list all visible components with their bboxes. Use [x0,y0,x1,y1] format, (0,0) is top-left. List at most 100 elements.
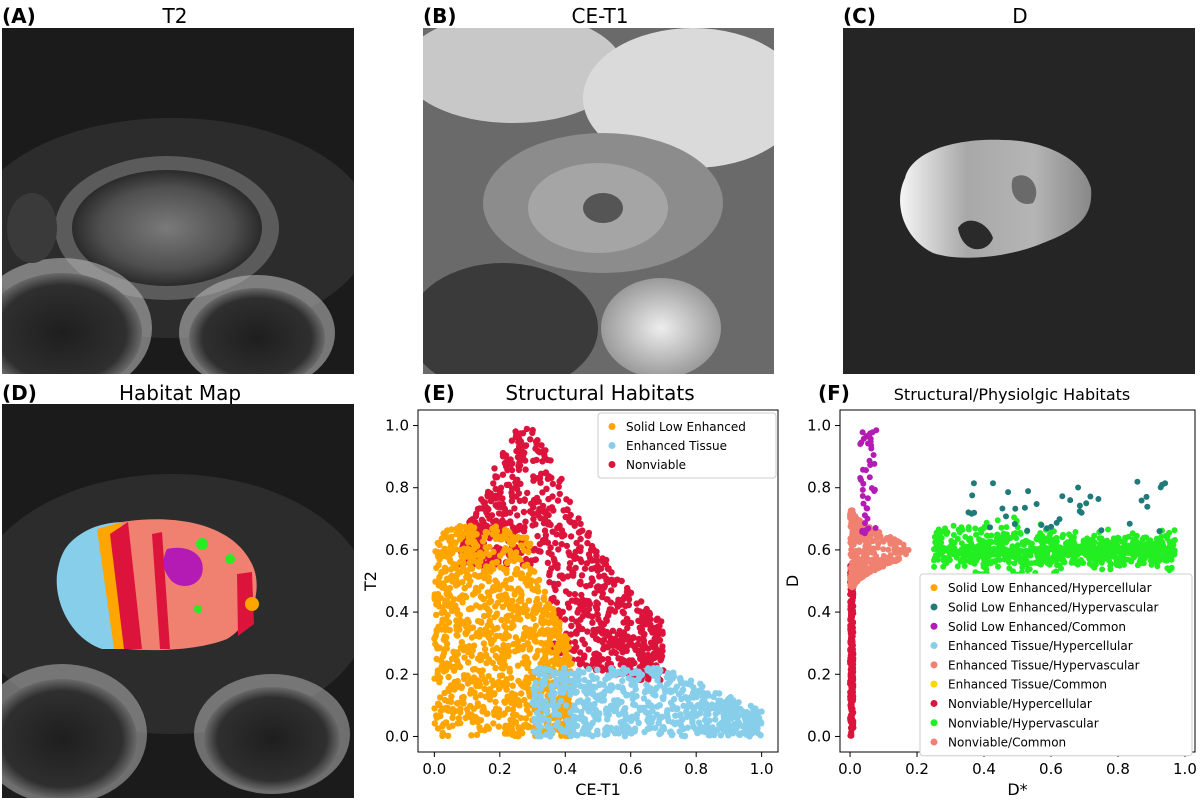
data-point-nonviable [515,462,522,470]
data-point-nonviable-common [850,529,857,536]
data-point-nonviable-hypervascular [997,545,1004,552]
data-point-nonviable [528,500,535,507]
data-point-nonviable-common [880,546,887,553]
data-point-solid-low-enhanced [439,616,446,623]
data-point-solid-low-enhanced [449,722,456,729]
data-point-nonviable [649,627,656,634]
data-point-solid-low-enhanced [508,723,515,730]
data-point-enhanced-tissue [753,710,760,717]
data-point-enhanced-tissue [571,670,579,677]
data-point-nonviable-hypervascular [1148,561,1155,568]
data-point-nonviable [624,615,631,623]
data-point-solid-low-enhanced [434,725,442,732]
data-point-nonviable [539,537,547,544]
data-point-solid-low-enhanced-common [860,500,867,507]
data-point-enhanced-tissue [610,703,617,710]
data-point-solid-low-enhanced-common [857,441,864,447]
legend-entry: Solid Low Enhanced/Common [948,620,1126,634]
data-point-enhanced-tissue [649,707,656,715]
data-point-solid-low-enhanced [476,657,484,664]
data-point-solid-low-enhanced-common [863,467,869,474]
data-point-solid-low-enhanced [492,652,499,660]
data-point-nonviable-common [886,559,893,566]
data-point-nonviable [578,591,585,599]
data-point-solid-low-enhanced-common [864,495,871,502]
data-point-nonviable [508,466,516,474]
data-point-nonviable-hypercellular [850,591,857,598]
legend-marker [930,661,938,669]
data-point-enhanced-tissue [749,729,756,737]
data-point-nonviable [518,454,526,462]
chart-1-legend: Solid Low Enhanced/Hypercellular Solid Lo… [919,573,1193,757]
data-point-solid-low-enhanced [504,559,511,566]
data-point-enhanced-tissue [594,727,601,734]
data-point-nonviable [556,490,563,498]
data-point-nonviable [570,572,577,579]
data-point-solid-low-enhanced [470,705,478,712]
data-point-nonviable-common [864,550,871,557]
data-point-nonviable [571,555,578,562]
data-point-nonviable [592,653,600,661]
data-point-solid-low-enhanced-hypervascular [1038,522,1045,528]
data-point-nonviable-hypervascular [1114,534,1121,541]
data-point-nonviable-hypervascular [1125,533,1132,540]
data-point-enhanced-tissue [664,714,671,721]
data-point-solid-low-enhanced [478,594,485,601]
data-point-nonviable [560,507,567,514]
data-point-solid-low-enhanced [502,630,510,637]
legend-entry: Enhanced Tissue/Hypervascular [948,658,1140,672]
data-point-nonviable-hypervascular [1128,557,1135,564]
data-point-solid-low-enhanced [465,581,473,589]
data-point-solid-low-enhanced [473,629,481,637]
data-point-solid-low-enhanced [490,720,497,727]
data-point-nonviable [530,547,537,554]
data-point-enhanced-tissue [708,727,715,734]
data-point-solid-low-enhanced [527,626,534,633]
data-point-nonviable [575,515,582,522]
data-point-solid-low-enhanced [433,655,440,663]
data-point-enhanced-tissue [717,703,724,710]
data-point-enhanced-tissue [565,721,572,729]
data-point-solid-low-enhanced [501,547,508,554]
panel-a-title: T2 [162,4,188,28]
data-point-solid-low-enhanced [462,630,469,637]
data-point-enhanced-tissue [584,706,592,713]
data-point-enhanced-tissue [630,701,637,708]
data-point-enhanced-tissue [645,719,653,726]
data-point-solid-low-enhanced [495,723,502,730]
data-point-enhanced-tissue [567,732,575,740]
data-point-enhanced-tissue [600,681,607,688]
data-point-enhanced-tissue [595,692,602,699]
data-point-solid-low-enhanced-hypervascular [1144,503,1151,510]
data-point-nonviable [625,593,632,601]
data-point-solid-low-enhanced [437,694,444,701]
data-point-enhanced-tissue [662,688,669,696]
data-point-nonviable [534,511,542,519]
data-point-solid-low-enhanced [514,604,521,611]
x-tick-label: 0.8 [1106,760,1130,778]
data-point-enhanced-tissue [577,715,585,723]
data-point-nonviable [626,657,633,664]
data-point-nonviable [513,493,520,500]
data-point-solid-low-enhanced [530,615,537,622]
data-point-nonviable [640,662,647,669]
x-tick-label: 0.2 [488,760,512,778]
data-point-enhanced-tissue [742,711,749,718]
data-point-solid-low-enhanced [507,674,515,681]
data-point-nonviable-hypervascular [961,563,968,569]
data-point-nonviable [549,480,557,488]
data-point-solid-low-enhanced [483,549,490,557]
data-point-nonviable [546,571,553,579]
data-point-solid-low-enhanced [478,651,485,659]
data-point-nonviable [485,506,492,513]
data-point-enhanced-tissue [537,699,545,706]
data-point-solid-low-enhanced [481,602,489,609]
data-point-solid-low-enhanced [458,639,465,646]
y-tick-label: 0.0 [807,727,831,745]
data-point-solid-low-enhanced [468,624,475,632]
data-point-enhanced-tissue [578,708,585,716]
data-point-solid-low-enhanced [565,643,572,651]
data-point-nonviable-hypervascular [1158,545,1165,552]
data-point-nonviable-hypervascular [1070,558,1077,565]
data-point-nonviable [585,601,592,608]
